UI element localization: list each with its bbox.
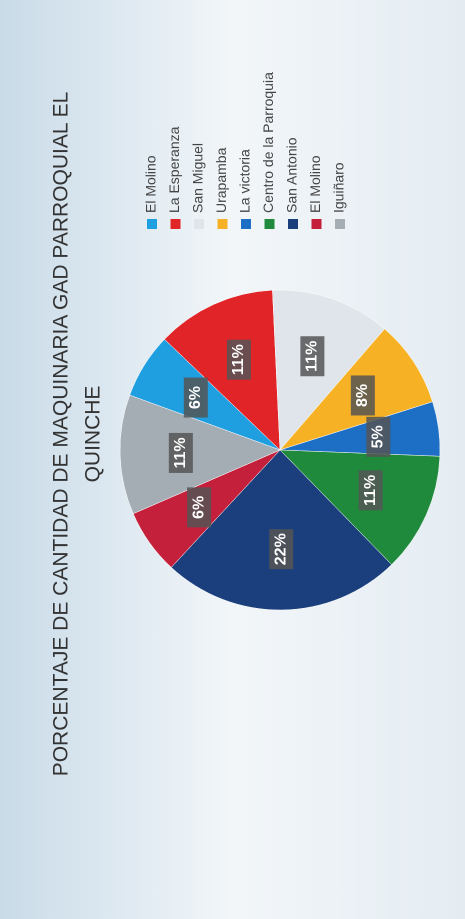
chart-title: QUINCHE bbox=[82, 386, 105, 483]
pie-slice bbox=[119, 394, 281, 515]
data-label-box bbox=[183, 377, 208, 418]
legend-label: Urapamba bbox=[213, 147, 229, 213]
data-label: 22% bbox=[272, 533, 289, 565]
data-label-box bbox=[269, 529, 294, 570]
legend-label: San Miguel bbox=[190, 143, 206, 213]
legend-swatch bbox=[288, 219, 298, 229]
legend-label: Centro de la Parroquia bbox=[260, 72, 276, 213]
legend-swatch bbox=[147, 219, 157, 229]
data-label-box bbox=[350, 375, 375, 416]
legend-swatch bbox=[217, 219, 228, 229]
legend-swatch bbox=[335, 219, 345, 229]
legend-swatch bbox=[170, 219, 181, 229]
legend-label: El Molino bbox=[307, 155, 323, 213]
pie-slice bbox=[164, 289, 281, 451]
data-label: 11% bbox=[230, 344, 247, 375]
data-label-box bbox=[226, 339, 251, 380]
legend-swatch bbox=[194, 219, 204, 229]
legend-label: La Esperanza bbox=[166, 126, 182, 213]
chart-title: PORCENTAJE DE CANTIDAD DE MAQUINARIA GAD… bbox=[50, 92, 73, 777]
legend-label: La victoria bbox=[237, 149, 253, 213]
data-label: 11% bbox=[172, 437, 189, 468]
data-label-box bbox=[168, 432, 193, 473]
data-label-box bbox=[358, 470, 383, 511]
data-label: 11% bbox=[304, 341, 321, 372]
data-label-box bbox=[187, 487, 212, 528]
data-label: 6% bbox=[190, 496, 207, 519]
data-label: 8% bbox=[354, 384, 371, 407]
legend-label: Iguiñaro bbox=[331, 162, 347, 213]
rotated-chart: PORCENTAJE DE CANTIDAD DE MAQUINARIA GAD… bbox=[50, 72, 441, 777]
legend-swatch bbox=[264, 219, 275, 229]
legend-label: San Antonio bbox=[284, 137, 300, 213]
data-label-box bbox=[366, 416, 391, 457]
data-label-box bbox=[300, 336, 325, 377]
data-label: 6% bbox=[187, 386, 204, 409]
data-label: 11% bbox=[362, 475, 379, 506]
data-label: 5% bbox=[370, 425, 387, 448]
legend-swatch bbox=[241, 219, 251, 229]
legend-label: El Molino bbox=[143, 155, 159, 213]
legend-swatch bbox=[311, 219, 322, 229]
pie-slice bbox=[272, 289, 385, 451]
